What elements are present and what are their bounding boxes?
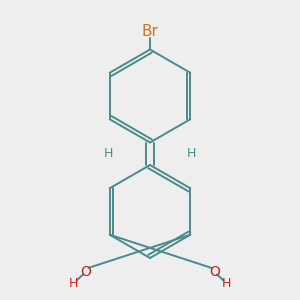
Text: H: H	[187, 147, 196, 160]
Text: H: H	[69, 277, 78, 290]
Text: O: O	[80, 265, 91, 278]
Text: H: H	[222, 277, 231, 290]
Text: H: H	[104, 147, 113, 160]
Text: O: O	[209, 265, 220, 278]
Text: Br: Br	[142, 24, 158, 39]
